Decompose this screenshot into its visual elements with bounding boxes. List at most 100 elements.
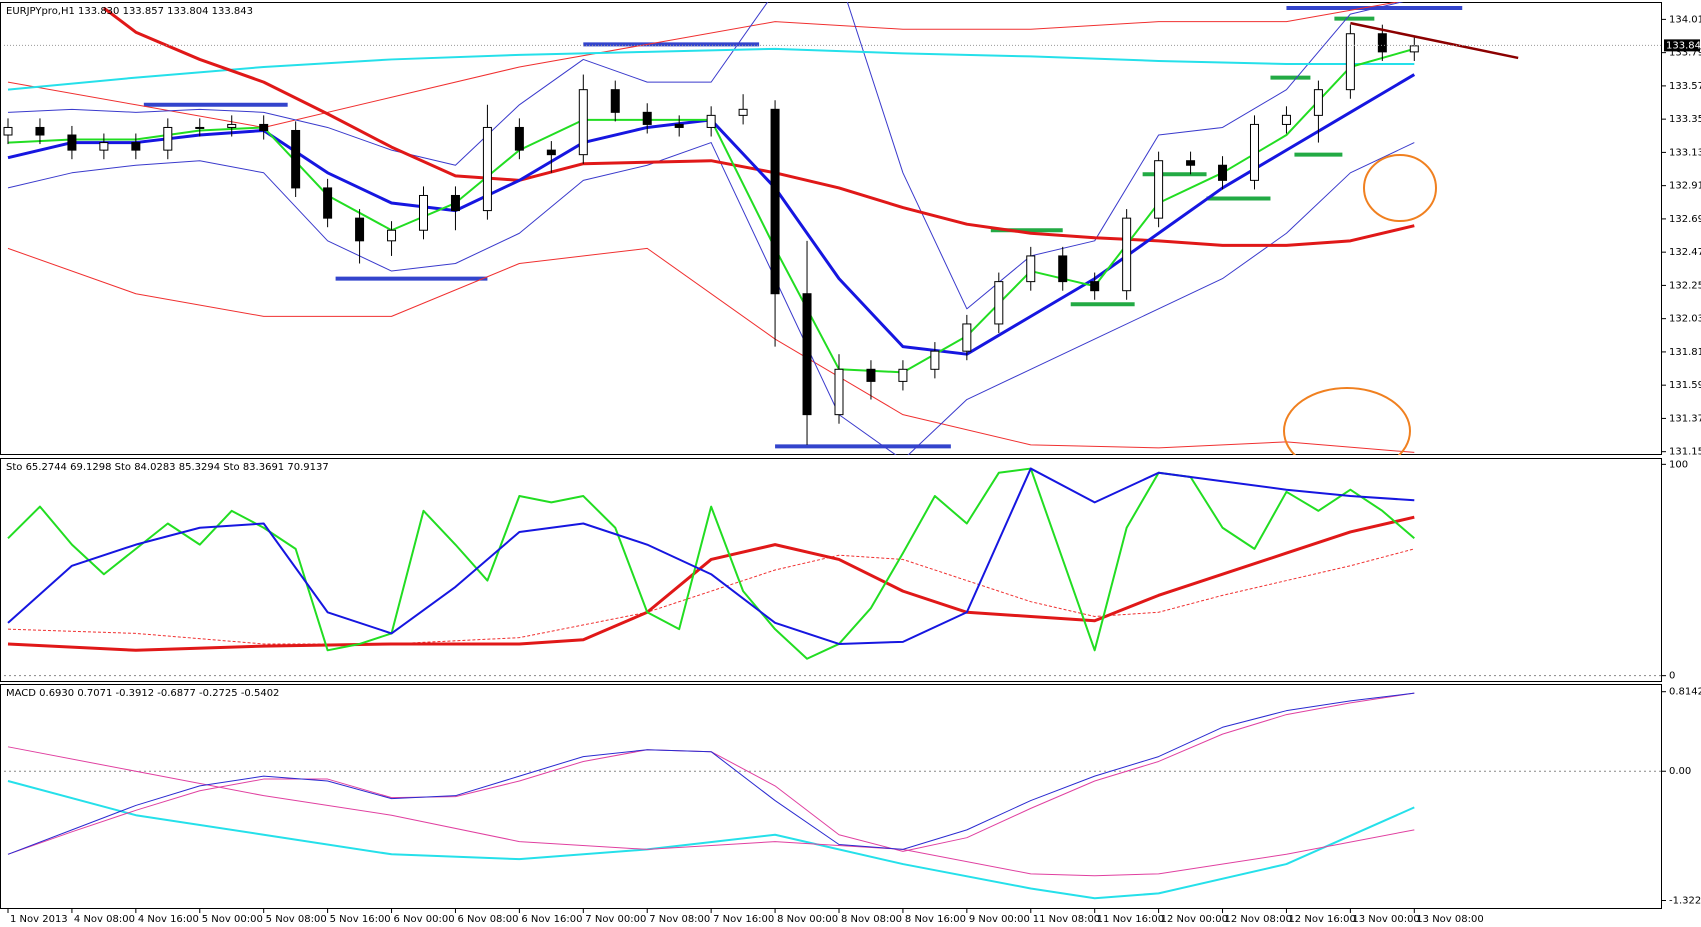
x-tick-label: 5 Nov 08:00 bbox=[266, 914, 327, 925]
candle-body bbox=[898, 368, 908, 382]
x-tick-label: 7 Nov 08:00 bbox=[649, 914, 710, 925]
candle-body bbox=[1026, 255, 1036, 283]
x-tick-label: 12 Nov 16:00 bbox=[1288, 914, 1355, 925]
indicator-line bbox=[7, 515, 1415, 652]
macd-panel bbox=[0, 684, 1662, 909]
y-tick-label: 131.595 bbox=[1669, 380, 1701, 391]
candle-body bbox=[450, 194, 460, 212]
candle-body bbox=[706, 114, 716, 128]
x-tick-label: 5 Nov 00:00 bbox=[202, 914, 263, 925]
candle-body bbox=[578, 89, 588, 156]
price-panel bbox=[0, 2, 1662, 455]
candle-body bbox=[738, 108, 748, 116]
y-tick-label: 132.475 bbox=[1669, 247, 1701, 258]
candle-body bbox=[1090, 281, 1100, 292]
panel-plot bbox=[3, 2, 1662, 455]
trend-line bbox=[1350, 21, 1519, 60]
candle-body bbox=[67, 134, 77, 151]
indicator-line bbox=[7, 746, 1415, 877]
candle-body bbox=[418, 194, 428, 231]
x-tick-label: 12 Nov 08:00 bbox=[1225, 914, 1292, 925]
y-tick-label: 0.00 bbox=[1669, 766, 1691, 777]
candle-body bbox=[1409, 45, 1419, 53]
x-tick-label: 11 Nov 08:00 bbox=[1033, 914, 1100, 925]
candle-body bbox=[770, 108, 780, 295]
candle-body bbox=[1058, 255, 1068, 283]
candle-body bbox=[930, 350, 940, 370]
x-tick-label: 8 Nov 00:00 bbox=[777, 914, 838, 925]
candle-body bbox=[1377, 33, 1387, 53]
indicator-line bbox=[7, 692, 1415, 855]
candle-body bbox=[1345, 33, 1355, 91]
y-tick-label: 133.135 bbox=[1669, 147, 1701, 158]
x-tick-label: 7 Nov 16:00 bbox=[713, 914, 774, 925]
candle-body bbox=[163, 126, 173, 151]
y-tick-label: 131.155 bbox=[1669, 447, 1701, 458]
stochastic-panel bbox=[0, 458, 1662, 682]
candle-body bbox=[35, 126, 45, 136]
x-tick-label: 12 Nov 00:00 bbox=[1161, 914, 1228, 925]
candle-body bbox=[355, 217, 365, 242]
candle-body bbox=[642, 111, 652, 125]
x-tick-label: 11 Nov 16:00 bbox=[1097, 914, 1164, 925]
x-tick-label: 7 Nov 00:00 bbox=[585, 914, 646, 925]
y-tick-label: 100 bbox=[1669, 459, 1688, 470]
stochastic-title: Sto 65.2744 69.1298 Sto 84.0283 85.3294 … bbox=[6, 462, 329, 473]
indicator-line bbox=[7, 247, 1415, 453]
candle-body bbox=[610, 89, 620, 113]
y-tick-label: -1.3229 bbox=[1669, 895, 1701, 906]
annotations bbox=[1283, 154, 1437, 455]
y-tick-label: 132.035 bbox=[1669, 314, 1701, 325]
y-tick-label: 132.915 bbox=[1669, 181, 1701, 192]
highlight-ellipse bbox=[1283, 387, 1411, 455]
candle-body bbox=[3, 126, 13, 136]
x-tick-label: 6 Nov 16:00 bbox=[521, 914, 582, 925]
indicator-line bbox=[7, 2, 1401, 128]
y-tick-label: 133.575 bbox=[1669, 81, 1701, 92]
last-price-box bbox=[1664, 39, 1700, 52]
candle-body bbox=[99, 142, 109, 151]
candle-body bbox=[1218, 164, 1228, 181]
x-tick-label: 9 Nov 00:00 bbox=[969, 914, 1030, 925]
candle-body bbox=[866, 368, 876, 382]
candle-body bbox=[1313, 89, 1323, 116]
candle-body bbox=[1122, 217, 1132, 292]
y-tick-label: 134.015 bbox=[1669, 14, 1701, 25]
candle-body bbox=[994, 281, 1004, 325]
candle-body bbox=[227, 123, 237, 128]
candle-body bbox=[834, 368, 844, 416]
x-tick-label: 6 Nov 08:00 bbox=[457, 914, 518, 925]
candle-body bbox=[674, 123, 684, 128]
candle-body bbox=[1154, 160, 1164, 219]
y-tick-label: 131.375 bbox=[1669, 413, 1701, 424]
candle-body bbox=[131, 142, 141, 151]
plot-layer: 134.015 133.795 133.575 133.355 133.135 132.9… bbox=[3, 2, 1701, 925]
last-price-label: 133.843 bbox=[1666, 40, 1701, 51]
x-tick-label: 4 Nov 08:00 bbox=[74, 914, 135, 925]
x-tick-label: 8 Nov 16:00 bbox=[905, 914, 966, 925]
x-tick-label: 13 Nov 08:00 bbox=[1416, 914, 1483, 925]
candle-body bbox=[291, 129, 301, 189]
candle-body bbox=[1281, 114, 1291, 125]
panel-plot bbox=[4, 692, 1662, 900]
x-tick-label: 5 Nov 16:00 bbox=[330, 914, 391, 925]
x-tick-label: 4 Nov 16:00 bbox=[138, 914, 199, 925]
indicator-line bbox=[7, 780, 1415, 900]
y-tick-label: 0 bbox=[1669, 671, 1675, 682]
y-tick-label: 133.355 bbox=[1669, 114, 1701, 125]
panel-plot bbox=[4, 467, 1662, 677]
candle-body bbox=[514, 126, 524, 151]
y-tick-label: 132.255 bbox=[1669, 280, 1701, 291]
candle-body bbox=[546, 149, 556, 156]
x-tick-label: 13 Nov 00:00 bbox=[1352, 914, 1419, 925]
candle-body bbox=[1249, 123, 1259, 181]
candle-body bbox=[259, 123, 269, 131]
y-tick-label: 132.695 bbox=[1669, 214, 1701, 225]
indicator-line bbox=[7, 467, 1415, 645]
indicator-line bbox=[7, 142, 1415, 455]
y-tick-label: 0.8142 bbox=[1669, 687, 1701, 698]
y-tick-label: 133.795 bbox=[1669, 48, 1701, 59]
x-tick-label: 8 Nov 08:00 bbox=[841, 914, 902, 925]
